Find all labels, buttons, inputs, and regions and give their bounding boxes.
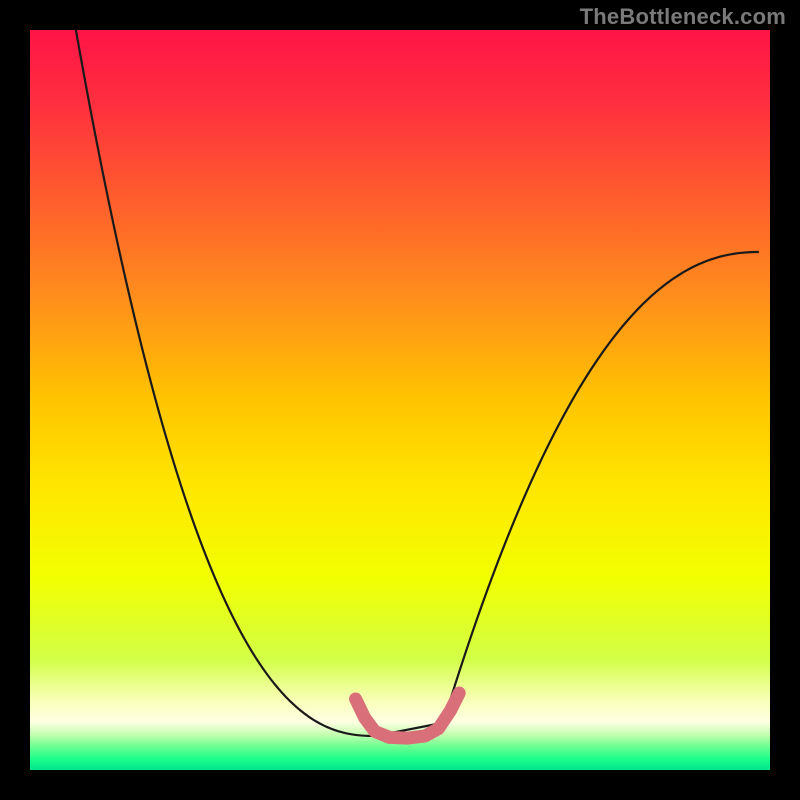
plot-background xyxy=(30,30,770,770)
bottleneck-chart xyxy=(0,0,800,800)
chart-frame: TheBottleneck.com xyxy=(0,0,800,800)
watermark-text: TheBottleneck.com xyxy=(580,4,786,30)
